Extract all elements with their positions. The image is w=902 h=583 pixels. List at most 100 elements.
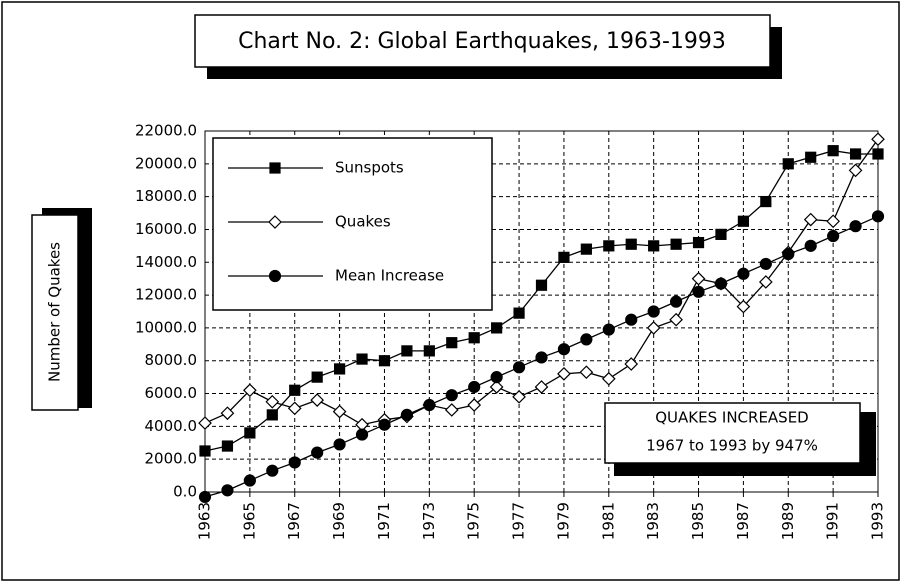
square-marker — [805, 151, 817, 163]
square-marker — [311, 371, 323, 383]
x-tick-label: 1979 — [554, 502, 572, 540]
x-tick-label: 1969 — [330, 502, 348, 540]
x-tick-label: 1971 — [375, 502, 393, 540]
diamond-marker — [826, 214, 840, 229]
square-marker — [782, 158, 794, 170]
diamond-marker — [489, 380, 504, 394]
circle-marker — [445, 389, 458, 402]
square-marker — [269, 162, 281, 174]
square-marker — [244, 427, 256, 439]
y-tick-label: 14000.0 — [135, 253, 197, 271]
diamond-marker — [557, 367, 571, 381]
diamond-marker — [848, 163, 863, 178]
circle-marker — [490, 371, 503, 384]
x-tick-label: 1993 — [869, 502, 887, 540]
x-tick-label: 1975 — [465, 502, 483, 540]
diamond-marker — [871, 132, 885, 147]
circle-marker — [737, 267, 750, 280]
circle-marker — [557, 343, 571, 356]
square-marker — [849, 148, 862, 160]
square-marker — [648, 240, 660, 252]
circle-marker — [849, 220, 862, 233]
circle-marker — [288, 456, 301, 469]
circle-marker — [625, 313, 638, 326]
circle-marker — [512, 361, 526, 374]
y-tick-label: 0.0 — [173, 483, 197, 501]
circle-marker — [827, 229, 840, 243]
diamond-marker — [310, 393, 325, 407]
square-marker — [378, 355, 391, 367]
square-marker — [468, 332, 480, 344]
circle-marker — [311, 446, 324, 459]
x-tick-label: 1985 — [689, 502, 707, 540]
y-tick-label: 16000.0 — [135, 220, 197, 238]
square-marker — [580, 243, 592, 255]
legend-label: Mean Increase — [335, 267, 444, 285]
circle-marker — [355, 428, 369, 441]
circle-marker — [647, 305, 660, 318]
y-tick-label: 10000.0 — [135, 318, 197, 336]
x-tick-label: 1973 — [420, 502, 438, 540]
circle-marker — [669, 295, 683, 308]
square-marker — [760, 195, 772, 208]
y-tick-label: 8000.0 — [145, 351, 198, 369]
diamond-marker — [758, 275, 773, 289]
diamond-marker — [220, 406, 235, 421]
x-tick-label: 1991 — [824, 502, 842, 540]
circle-marker — [580, 333, 593, 346]
y-tick-label: 18000.0 — [135, 187, 197, 205]
x-tick-label: 1983 — [644, 502, 662, 540]
circle-marker — [423, 398, 436, 412]
square-marker — [446, 337, 458, 349]
x-tick-label: 1989 — [779, 502, 797, 540]
circle-marker — [602, 323, 615, 336]
square-marker — [558, 251, 570, 263]
square-marker — [670, 238, 682, 250]
legend-label: Quakes — [335, 213, 391, 231]
square-marker — [289, 384, 301, 396]
circle-marker — [782, 247, 795, 261]
square-marker — [625, 238, 637, 250]
circle-marker — [714, 277, 728, 290]
y-axis-label: Number of Quakes — [46, 242, 64, 382]
title-box — [194, 14, 771, 68]
square-marker — [715, 228, 727, 240]
square-marker — [827, 145, 839, 157]
square-marker — [737, 215, 750, 227]
diamond-marker — [669, 312, 683, 327]
diamond-marker — [601, 371, 616, 386]
annotation-box — [604, 402, 861, 464]
circle-marker — [759, 257, 772, 271]
diamond-marker — [624, 357, 639, 371]
circle-marker — [198, 490, 212, 504]
y-tick-label: 2000.0 — [145, 450, 198, 468]
chart-title: Chart No. 2: Global Earthquakes, 1963-19… — [238, 29, 726, 54]
legend-label: Sunspots — [335, 159, 404, 177]
diamond-marker — [467, 398, 482, 412]
diamond-marker — [646, 321, 661, 335]
circle-marker — [243, 474, 256, 487]
y-tick-label: 22000.0 — [135, 122, 197, 140]
circle-marker — [535, 351, 548, 364]
diamond-marker — [579, 365, 594, 380]
x-tick-label: 1965 — [240, 502, 258, 540]
diamond-marker — [534, 380, 549, 394]
diamond-marker — [444, 403, 459, 417]
square-marker — [513, 307, 525, 319]
x-tick-label: 1967 — [285, 502, 303, 540]
circle-marker — [221, 484, 234, 497]
diamond-marker — [736, 299, 751, 314]
square-marker — [872, 148, 884, 160]
x-tick-label: 1977 — [510, 502, 528, 540]
y-tick-label: 6000.0 — [145, 384, 198, 402]
circle-marker — [804, 239, 817, 252]
diamond-marker — [512, 389, 526, 404]
square-marker — [334, 363, 346, 375]
circle-marker — [468, 380, 481, 394]
diamond-marker — [265, 394, 280, 409]
y-tick-label: 20000.0 — [135, 154, 197, 172]
square-marker — [401, 345, 413, 357]
diamond-marker — [332, 404, 347, 419]
square-marker — [356, 353, 368, 365]
